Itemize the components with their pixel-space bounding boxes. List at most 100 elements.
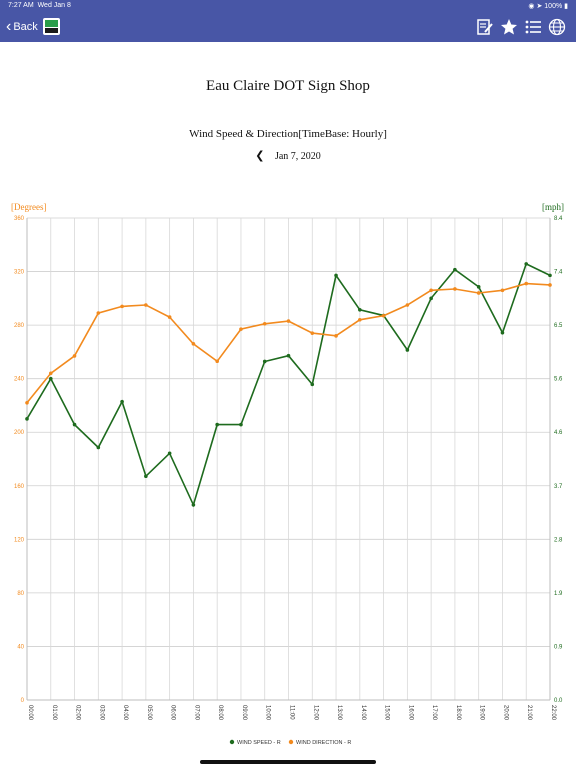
x-tick-label: 01:00 xyxy=(51,705,57,721)
wind-direction-point xyxy=(167,315,172,319)
location-icon: ➤ xyxy=(536,3,543,10)
battery-percent: 100% xyxy=(544,3,563,10)
wind-direction-point xyxy=(262,321,267,326)
legend-marker xyxy=(288,739,294,745)
right-axis-label: [mph] xyxy=(542,202,564,212)
x-tick-label: 07:00 xyxy=(193,705,199,721)
x-tick-label: 11:00 xyxy=(289,705,295,720)
wind-speed-point xyxy=(72,422,77,427)
right-tick-label: 0.9 xyxy=(554,644,563,650)
legend-label: WIND SPEED - R xyxy=(237,740,281,746)
x-tick-label: 03:00 xyxy=(98,705,104,721)
wind-direction-point xyxy=(25,400,29,405)
wind-direction-point xyxy=(310,331,315,335)
x-tick-label: 10:00 xyxy=(265,705,271,721)
wind-direction-point xyxy=(286,319,291,323)
left-tick-label: 0 xyxy=(21,698,25,704)
x-tick-label: 09:00 xyxy=(241,705,247,721)
nav-bar: ‹ Back xyxy=(0,12,576,42)
wind-direction-point xyxy=(48,371,53,376)
home-indicator xyxy=(200,760,376,764)
status-time-text: 7:27 AM xyxy=(8,2,34,9)
left-tick-label: 360 xyxy=(14,216,25,222)
wind-speed-point xyxy=(286,353,291,358)
status-date-text: Wed Jan 8 xyxy=(37,2,71,9)
right-tick-label: 1.9 xyxy=(554,591,563,597)
battery-icon: ▮ xyxy=(564,3,568,10)
wind-speed-point xyxy=(405,348,410,352)
wind-direction-point xyxy=(334,334,338,338)
status-time: 7:27 AM Wed Jan 8 xyxy=(8,2,71,9)
x-tick-label: 22:00 xyxy=(550,705,556,721)
back-button[interactable]: ‹ Back xyxy=(6,18,38,36)
x-tick-label: 13:00 xyxy=(336,705,342,721)
wind-speed-point xyxy=(191,503,196,507)
x-tick-label: 19:00 xyxy=(479,705,485,721)
wind-speed-point xyxy=(548,273,552,278)
globe-icon[interactable] xyxy=(548,18,566,36)
right-tick-label: 7.4 xyxy=(554,270,563,276)
previous-date-button[interactable]: ❮ xyxy=(255,149,265,162)
left-tick-label: 160 xyxy=(14,484,25,490)
wind-speed-point xyxy=(120,399,124,404)
right-tick-label: 0.0 xyxy=(554,698,563,704)
edit-note-icon[interactable] xyxy=(476,18,494,36)
wind-direction-point xyxy=(72,354,77,358)
left-tick-label: 320 xyxy=(14,270,25,276)
left-tick-label: 280 xyxy=(14,323,25,329)
wind-direction-point xyxy=(476,291,481,295)
x-tick-label: 02:00 xyxy=(75,705,81,721)
wind-direction-point xyxy=(96,311,101,315)
wind-speed-point xyxy=(25,417,29,421)
left-tick-label: 240 xyxy=(14,377,25,383)
right-tick-label: 5.6 xyxy=(554,377,563,383)
wind-speed-point xyxy=(262,359,267,364)
left-tick-label: 80 xyxy=(17,591,24,597)
wind-direction-point xyxy=(548,283,552,287)
star-icon[interactable] xyxy=(500,18,518,36)
wind-direction-point xyxy=(358,317,362,322)
wind-speed-point xyxy=(476,285,481,289)
x-tick-label: 14:00 xyxy=(360,705,366,721)
wind-direction-point xyxy=(500,288,505,293)
wind-direction-point xyxy=(429,288,433,293)
wind-speed-point xyxy=(429,296,433,301)
page-title: Eau Claire DOT Sign Shop xyxy=(206,78,370,94)
wind-speed-point xyxy=(524,262,529,266)
status-bar: 7:27 AM Wed Jan 8 ◉ ➤ 100% ▮ xyxy=(0,0,576,12)
wind-speed-point xyxy=(453,267,457,272)
right-tick-label: 3.7 xyxy=(554,484,563,490)
wind-direction-point xyxy=(239,327,243,331)
wind-chart: 0 0.0 40 0.9 80 1.9 120 2.8 160 3.7 200 4.6 240 5.6 28… xyxy=(11,202,564,746)
x-tick-label: 00:00 xyxy=(27,705,33,721)
back-label: Back xyxy=(13,21,38,33)
right-tick-label: 2.8 xyxy=(554,537,563,543)
x-tick-label: 15:00 xyxy=(384,705,390,721)
legend-label: WIND DIRECTION - R xyxy=(296,740,351,746)
wind-direction-point xyxy=(191,342,196,346)
wifi-icon: ◉ xyxy=(528,3,535,10)
wind-direction-point xyxy=(215,359,219,364)
wind-direction-point xyxy=(524,281,529,286)
wind-speed-point xyxy=(334,273,338,278)
x-tick-label: 06:00 xyxy=(170,705,176,721)
date-selector: ❮ Jan 7, 2020 xyxy=(0,149,576,162)
chevron-left-icon: ‹ xyxy=(6,18,12,35)
wind-speed-point xyxy=(144,474,148,479)
x-tick-label: 17:00 xyxy=(431,705,437,721)
left-tick-label: 120 xyxy=(14,537,25,543)
right-tick-label: 6.5 xyxy=(554,323,563,329)
wind-direction-point xyxy=(453,287,457,291)
wind-speed-point xyxy=(48,376,53,381)
wind-speed-point xyxy=(500,330,505,335)
x-tick-label: 08:00 xyxy=(217,705,223,721)
wind-direction-point xyxy=(381,313,386,318)
wind-speed-point xyxy=(167,451,172,456)
wind-direction-point xyxy=(405,303,410,307)
list-icon[interactable] xyxy=(524,18,542,36)
date-label: Jan 7, 2020 xyxy=(274,151,321,162)
nav-actions xyxy=(476,18,566,36)
x-tick-label: 05:00 xyxy=(146,705,152,721)
wind-speed-point xyxy=(239,422,243,427)
x-tick-label: 12:00 xyxy=(312,705,318,721)
